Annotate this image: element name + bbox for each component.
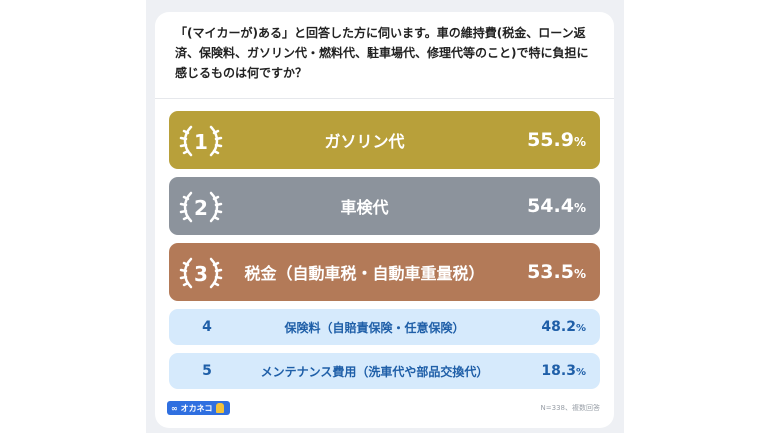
footnote: N=338、複数回答 bbox=[540, 404, 600, 412]
result-row-3: 3 税金（自動車税・自動車重量税） 53.5% bbox=[169, 243, 600, 301]
result-row-1: 1 ガソリン代 55.9% bbox=[169, 111, 600, 169]
question-text: 「(マイカーが)ある」と回答した方に伺います。車の維持費(税金、ローン返済、保険… bbox=[175, 26, 589, 80]
rank-number: 1 bbox=[194, 130, 208, 154]
result-value: 18.3 bbox=[541, 363, 576, 379]
okaneko-logo: ∞ オカネコ bbox=[167, 401, 230, 415]
result-unit: % bbox=[575, 367, 586, 378]
result-label: 車検代 bbox=[340, 198, 389, 217]
laurel-medal-icon: 1 bbox=[179, 125, 223, 157]
result-percent: 48.2% bbox=[541, 319, 586, 335]
rank-number: 2 bbox=[194, 196, 208, 220]
result-row-2: 2 車検代 54.4% bbox=[169, 177, 600, 235]
result-value: 53.5 bbox=[527, 261, 574, 283]
result-label: 保険料（自賠責保険・任意保険） bbox=[284, 320, 465, 335]
result-unit: % bbox=[573, 201, 586, 215]
rank-number: 4 bbox=[202, 319, 212, 335]
survey-card: 「(マイカーが)ある」と回答した方に伺います。車の維持費(税金、ローン返済、保険… bbox=[155, 12, 614, 428]
result-row-4: 4 保険料（自賠責保険・任意保険） 48.2% bbox=[169, 309, 600, 345]
mascot-icon bbox=[215, 403, 224, 413]
result-row-5: 5 メンテナンス費用（洗車代や部品交換代） 18.3% bbox=[169, 353, 600, 389]
result-percent: 18.3% bbox=[541, 363, 586, 379]
rank-number: 3 bbox=[194, 262, 208, 286]
laurel-medal-icon: 3 bbox=[179, 257, 223, 289]
result-unit: % bbox=[573, 135, 586, 149]
laurel-medal-icon: 2 bbox=[179, 191, 223, 223]
result-value: 54.4 bbox=[527, 195, 574, 217]
result-label: メンテナンス費用（洗車代や部品交換代） bbox=[260, 364, 489, 379]
result-percent: 53.5% bbox=[527, 261, 586, 283]
result-value: 55.9 bbox=[527, 129, 574, 151]
divider bbox=[155, 98, 614, 99]
result-unit: % bbox=[575, 323, 586, 334]
infinity-icon: ∞ bbox=[171, 403, 178, 413]
result-percent: 54.4% bbox=[527, 195, 586, 217]
result-value: 48.2 bbox=[541, 319, 576, 335]
result-label: 税金（自動車税・自動車重量税） bbox=[244, 264, 485, 283]
result-percent: 55.9% bbox=[527, 129, 586, 151]
rank-number: 5 bbox=[202, 363, 212, 379]
result-label: ガソリン代 bbox=[324, 132, 405, 151]
result-unit: % bbox=[573, 267, 586, 281]
logo-text: オカネコ bbox=[180, 403, 213, 413]
